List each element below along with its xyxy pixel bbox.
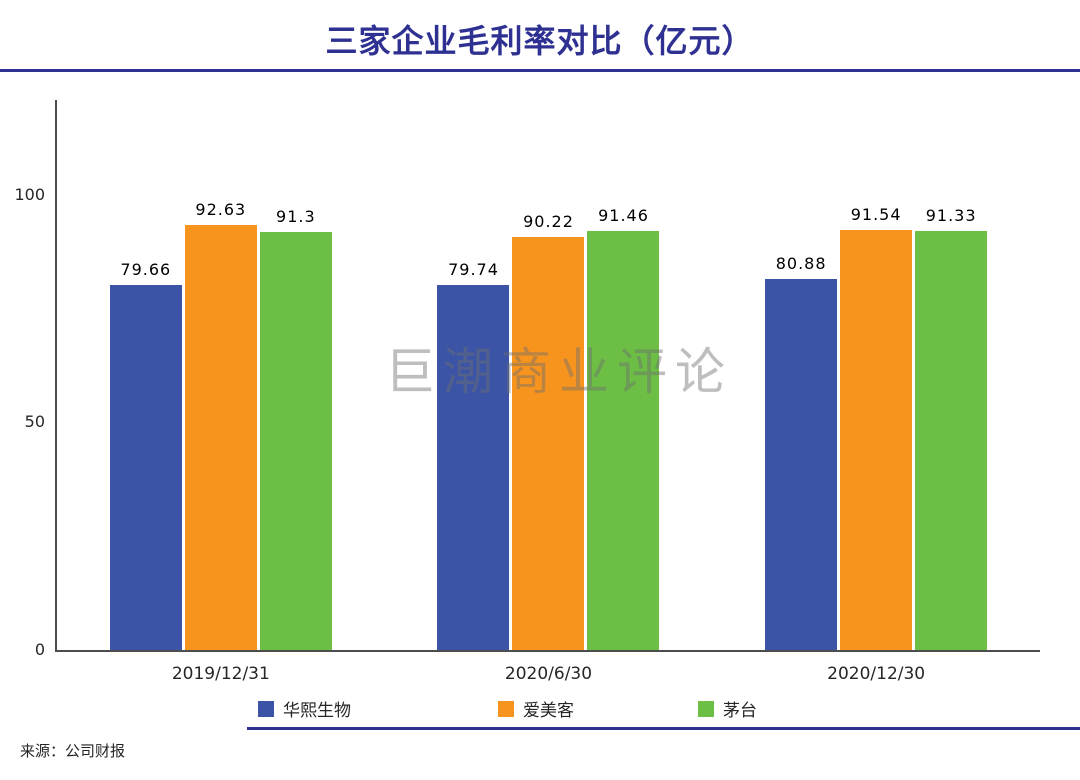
bar-value-label: 80.88 [775, 254, 827, 274]
legend-item-aimeike: 爱美客 [498, 696, 574, 721]
bar-茅台 [587, 230, 660, 650]
legend-item-huaxi: 华熙生物 [258, 696, 351, 721]
legend-swatch-orange [498, 700, 514, 717]
bar-slot: 90.22 [512, 100, 585, 650]
x-axis-label-2020-6-30: 2020/6/30 [504, 664, 593, 684]
bar-slot: 80.88 [765, 100, 838, 650]
bar-slot: 91.3 [259, 100, 332, 650]
y-axis-tick-100: 100 [14, 185, 45, 204]
y-axis-tick-50: 50 [24, 412, 45, 431]
bar-爱美客 [512, 236, 585, 650]
bar-slot: 91.46 [587, 100, 660, 650]
x-axis-label-2019-12-31: 2019/12/31 [171, 664, 270, 684]
chart-title: 三家企业毛利率对比（亿元） [325, 22, 755, 60]
legend-swatch-blue [258, 700, 274, 717]
bar-华熙生物 [437, 284, 510, 650]
title-divider [0, 69, 1080, 72]
bar-slot: 91.33 [915, 100, 988, 650]
bar-group: 80.88 91.54 91.33 [765, 100, 988, 650]
legend-swatch-green [698, 700, 714, 717]
plot-area: 79.66 92.63 91.3 79.74 90.22 91.46 80.88 91.54 9… [57, 100, 1040, 650]
bar-value-label: 79.74 [448, 259, 499, 279]
bar-value-label: 91.54 [850, 205, 902, 225]
y-axis-tick-0: 0 [34, 640, 45, 659]
legend-item-maotai: 茅台 [698, 696, 757, 721]
bar-华熙生物 [109, 284, 182, 650]
x-axis-label-2020-12-30: 2020/12/30 [827, 664, 926, 684]
bar-华熙生物 [765, 279, 838, 650]
y-axis-line [55, 100, 57, 652]
bar-value-label: 91.3 [276, 206, 316, 226]
bar-爱美客 [840, 230, 913, 650]
bottom-divider [247, 727, 1080, 730]
legend-label-maotai: 茅台 [723, 701, 757, 721]
bar-value-label: 91.33 [925, 206, 977, 226]
bar-value-label: 79.66 [120, 259, 172, 279]
bar-茅台 [915, 231, 988, 650]
x-axis-line [55, 650, 1040, 652]
bar-slot: 79.66 [109, 100, 182, 650]
bar-slot: 91.54 [840, 100, 913, 650]
bar-爱美客 [184, 225, 257, 650]
bar-group: 79.74 90.22 91.46 [437, 100, 660, 650]
bar-value-label: 90.22 [523, 211, 574, 231]
legend-label-huaxi: 华熙生物 [283, 701, 351, 721]
bar-value-label: 91.46 [598, 205, 649, 225]
x-axis-categories: 2019/12/31 2020/6/30 2020/12/30 [57, 664, 1040, 684]
legend-label-aimeike: 爱美客 [523, 701, 574, 721]
bar-slot: 92.63 [184, 100, 257, 650]
bar-value-label: 92.63 [195, 200, 247, 220]
bar-group: 79.66 92.63 91.3 [109, 100, 332, 650]
bar-茅台 [259, 231, 332, 650]
source-note: 来源：公司财报 [20, 742, 126, 760]
bar-slot: 79.74 [437, 100, 510, 650]
